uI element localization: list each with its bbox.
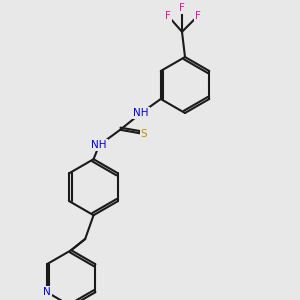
- Text: F: F: [195, 11, 201, 21]
- Text: N: N: [43, 287, 51, 297]
- Text: F: F: [165, 11, 171, 21]
- Text: F: F: [179, 3, 185, 13]
- Text: NH: NH: [92, 140, 107, 150]
- Text: NH: NH: [134, 108, 149, 118]
- Text: S: S: [141, 129, 147, 139]
